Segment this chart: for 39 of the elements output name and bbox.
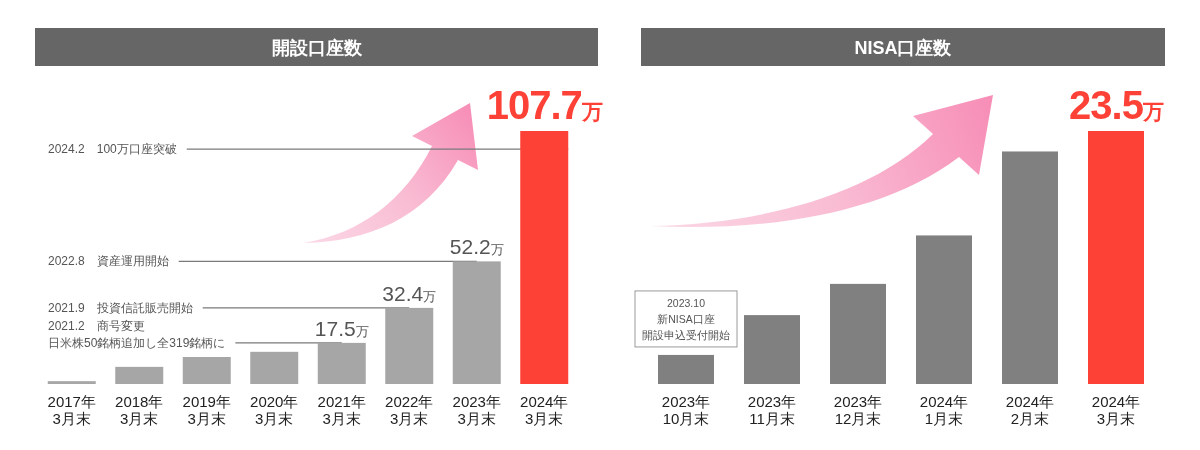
chart-title: NISA口座数 (854, 37, 953, 58)
bar (658, 354, 714, 384)
bar (744, 315, 800, 384)
annotation: 2021.2 商号変更日米株50銘柄追加し全319銘柄に (48, 318, 226, 350)
x-tick-label: 2020年 3月末 (250, 393, 299, 427)
x-tick-label: 2024年 1月末 (919, 393, 969, 427)
annotation: 2023.10 新NISA口座開設申込受付開始 (642, 296, 730, 341)
bar (452, 261, 501, 384)
data-label: 107.7万 (486, 83, 603, 127)
x-tick-label: 2024年 3月末 (520, 393, 569, 427)
x-tick-label: 2021年 3月末 (317, 393, 366, 427)
x-tick-label: 2022年 3月末 (385, 393, 434, 427)
annotation: 2022.8 資産運用開始 (48, 254, 169, 269)
bar (250, 351, 299, 384)
bar (830, 283, 886, 384)
ref-line-label: 2024.2 100万口座突破 (48, 142, 177, 157)
bar (385, 307, 434, 384)
x-tick-label: 2024年 2月末 (1005, 393, 1055, 427)
bar (1088, 131, 1144, 384)
bar (520, 131, 569, 384)
bar (47, 381, 96, 384)
bar (1002, 151, 1058, 384)
x-tick-label: 2018年 3月末 (115, 393, 164, 427)
bar (317, 342, 366, 384)
x-tick-label: 2023年 3月末 (452, 393, 501, 427)
data-label: 23.5万 (1069, 83, 1164, 127)
bar (115, 366, 164, 384)
bar (182, 356, 231, 384)
annotation: 2021.9 投資信託販売開始 (48, 300, 193, 315)
note: 2023.10 新NISA口座開設申込受付開始 (634, 290, 738, 348)
x-tick-label: 2024年 3月末 (1091, 393, 1141, 427)
x-tick-label: 2023年 11月末 (747, 393, 797, 427)
bar (916, 235, 972, 384)
x-tick-label: 2023年 12月末 (833, 393, 883, 427)
chart-title: 開設口座数 (271, 37, 363, 58)
x-tick-label: 2019年 3月末 (182, 393, 231, 427)
x-tick-label: 2017年 3月末 (47, 393, 96, 427)
data-label: 17.5万 (314, 316, 369, 340)
x-tick-label: 2023年 10月末 (661, 393, 711, 427)
